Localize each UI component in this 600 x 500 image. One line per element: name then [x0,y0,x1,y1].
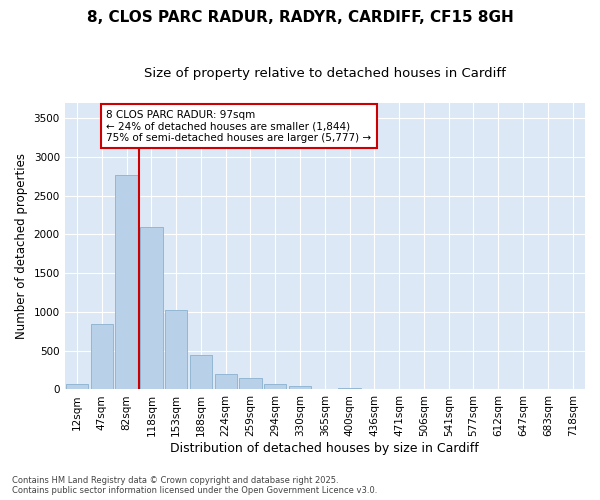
Bar [215,374,237,390]
Text: 8, CLOS PARC RADUR, RADYR, CARDIFF, CF15 8GH: 8, CLOS PARC RADUR, RADYR, CARDIFF, CF15… [86,10,514,25]
Title: Size of property relative to detached houses in Cardiff: Size of property relative to detached ho… [144,68,506,80]
Text: Contains HM Land Registry data © Crown copyright and database right 2025.
Contai: Contains HM Land Registry data © Crown c… [12,476,377,495]
Y-axis label: Number of detached properties: Number of detached properties [15,153,28,339]
Bar [165,310,187,390]
Bar [264,384,286,390]
Bar [115,176,138,390]
Bar [338,388,361,390]
Bar [289,386,311,390]
Bar [190,354,212,390]
Text: 8 CLOS PARC RADUR: 97sqm
← 24% of detached houses are smaller (1,844)
75% of sem: 8 CLOS PARC RADUR: 97sqm ← 24% of detach… [106,110,371,143]
Bar [66,384,88,390]
Bar [91,324,113,390]
Bar [239,378,262,390]
Bar [140,226,163,390]
X-axis label: Distribution of detached houses by size in Cardiff: Distribution of detached houses by size … [170,442,479,455]
